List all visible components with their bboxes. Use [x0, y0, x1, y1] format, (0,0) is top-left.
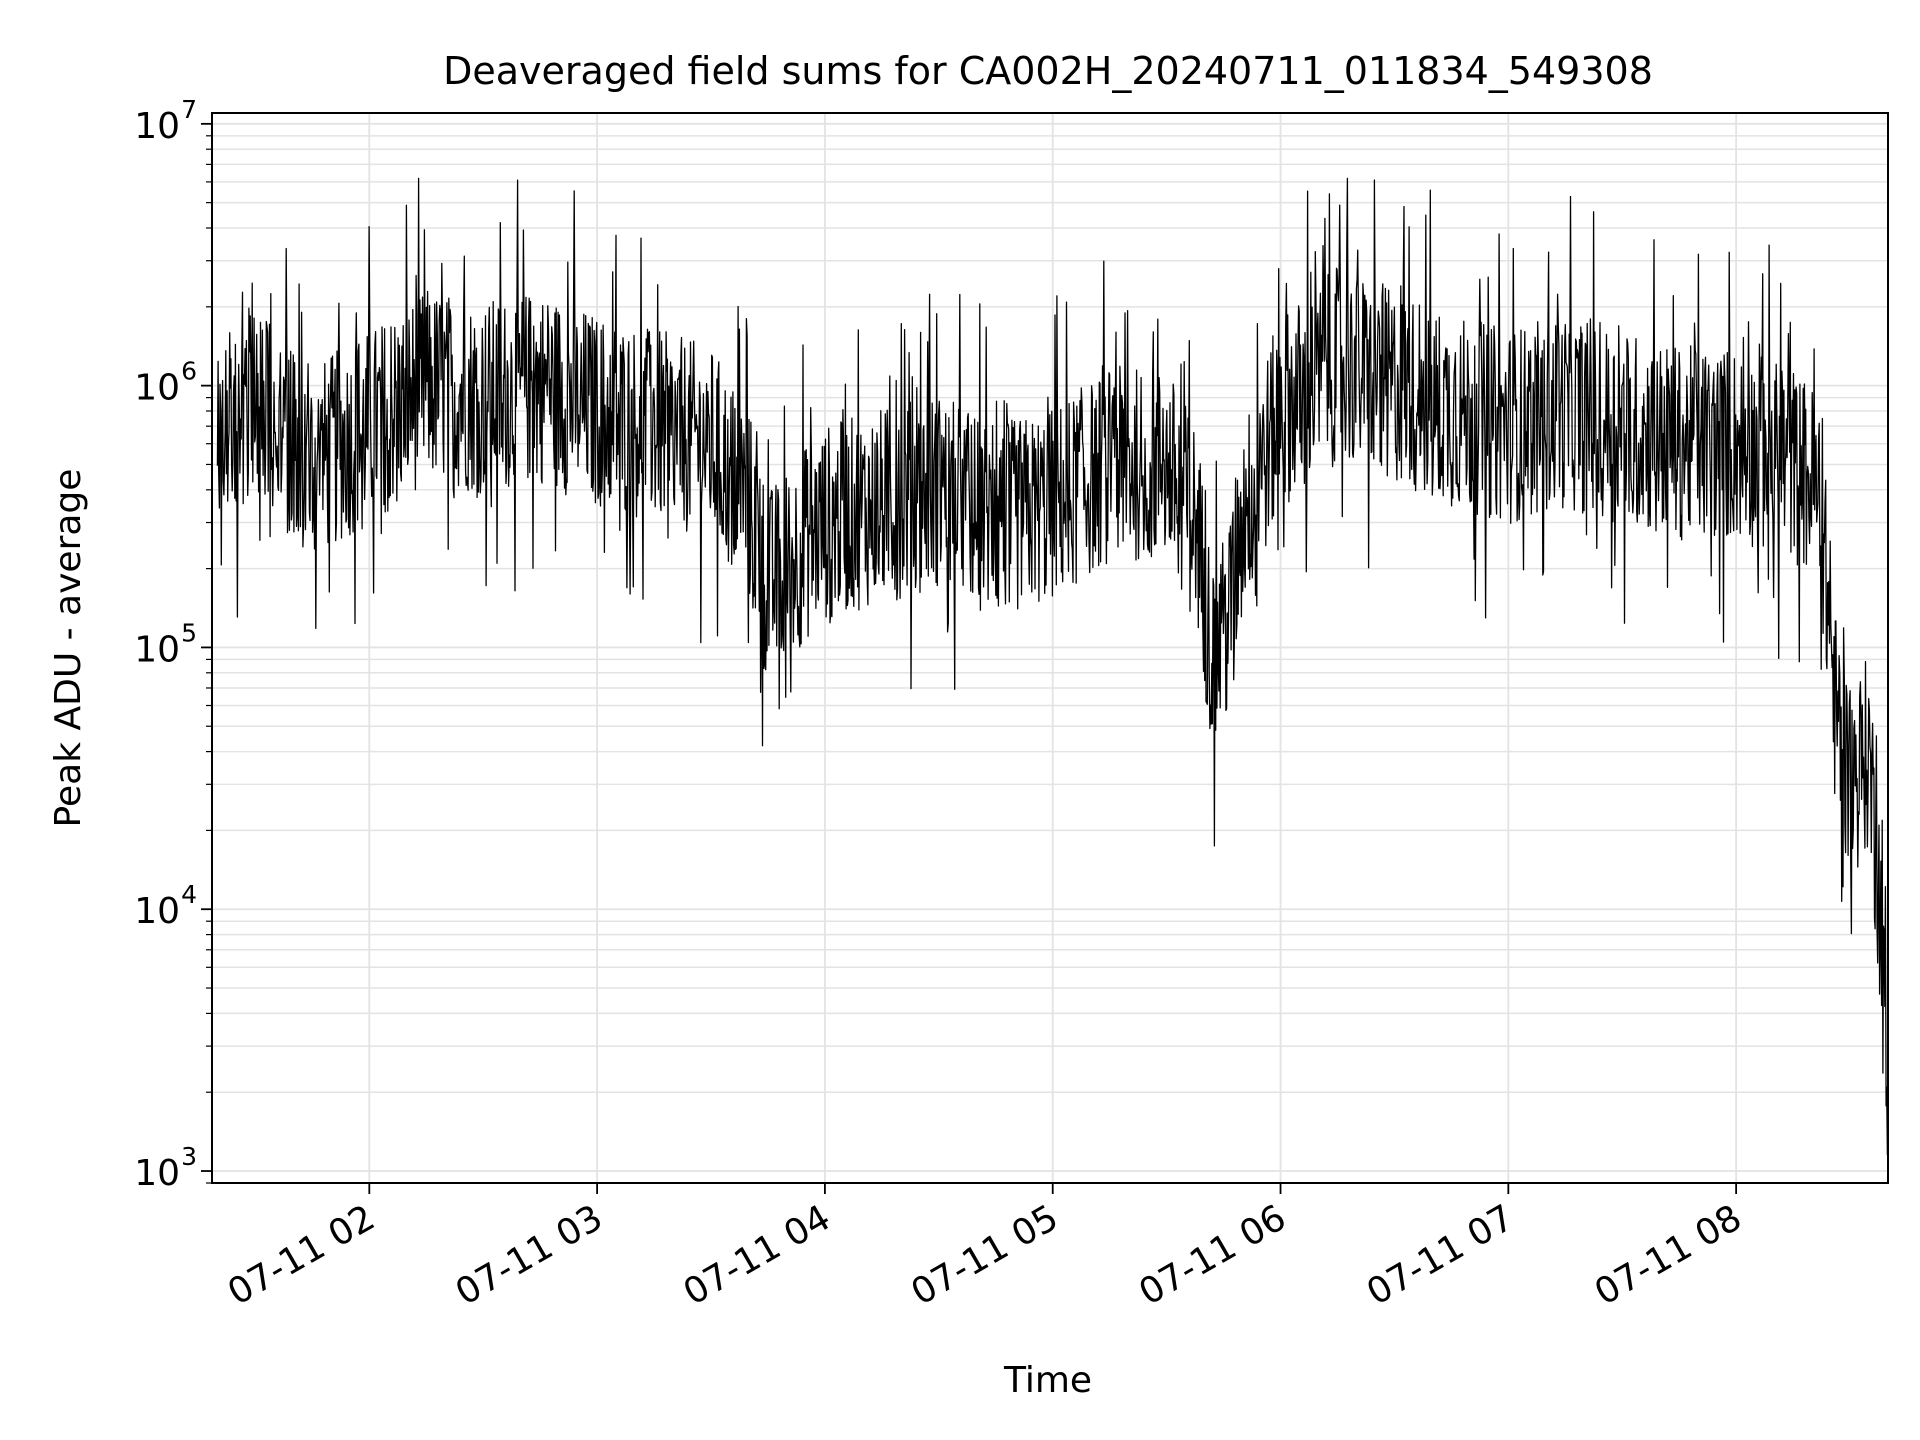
y-tick-label: 10 [134, 106, 180, 147]
chart-title: Deaveraged field sums for CA002H_2024071… [443, 49, 1653, 93]
x-tick-label: 07-11 02 [221, 1197, 382, 1313]
y-tick-label: 10 [134, 368, 180, 409]
x-tick-label: 07-11 07 [1360, 1197, 1521, 1313]
y-tick-exponent: 4 [181, 880, 197, 909]
x-axis-label: Time [1003, 1360, 1092, 1401]
x-tick-label: 07-11 06 [1132, 1197, 1293, 1313]
y-tick-exponent: 3 [181, 1142, 197, 1171]
y-tick-exponent: 7 [181, 95, 197, 124]
x-tick-label: 07-11 08 [1588, 1197, 1749, 1313]
series-layer [216, 177, 1889, 1157]
x-tick-label: 07-11 04 [677, 1197, 838, 1313]
y-tick-label: 10 [134, 891, 180, 932]
y-tick-label: 10 [134, 1153, 180, 1194]
y-tick-label: 10 [134, 629, 180, 670]
y-tick-exponent: 6 [181, 357, 197, 386]
y-tick-exponent: 5 [181, 618, 197, 647]
x-tick-label: 07-11 05 [905, 1197, 1066, 1313]
x-tick-label: 07-11 03 [449, 1197, 610, 1313]
grid [212, 113, 1888, 1184]
x-axis: 07-11 02 07-11 03 07-11 04 07-11 05 07-11 06… [221, 1183, 1749, 1314]
y-axis-label: Peak ADU - average [48, 469, 89, 828]
series-line [216, 177, 1889, 1157]
